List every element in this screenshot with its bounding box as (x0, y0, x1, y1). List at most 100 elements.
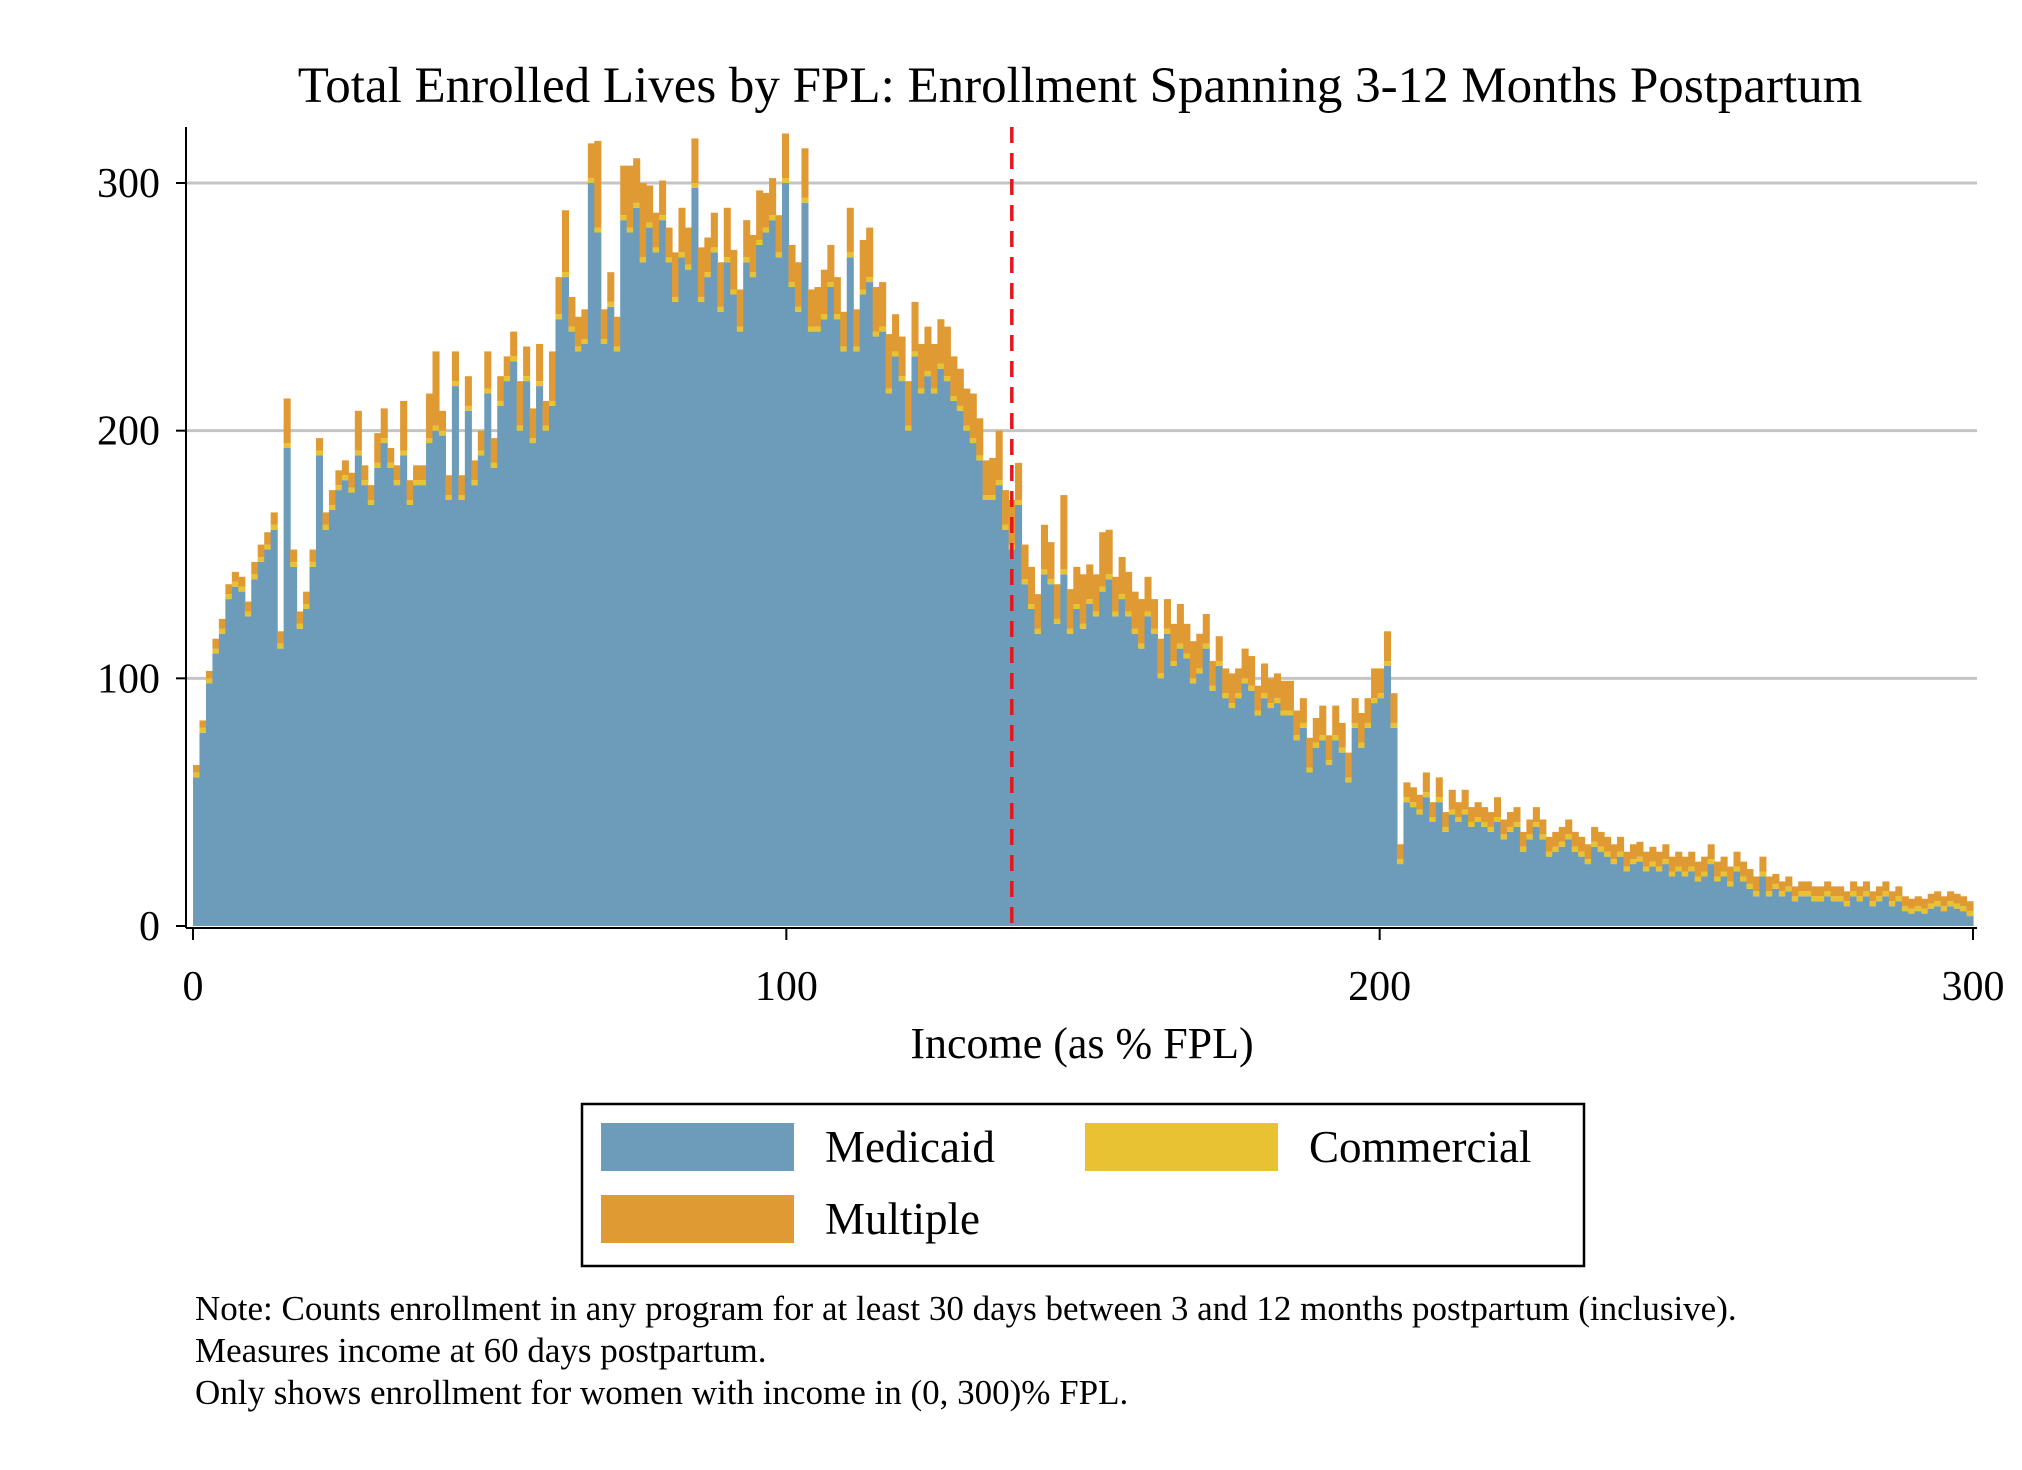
bar-multiple-127 (1015, 462, 1023, 501)
bar-medicaid-264 (1901, 911, 1909, 926)
bar-multiple-86 (749, 235, 757, 273)
bar-multiple-18 (309, 549, 317, 562)
bar-commercial-207 (1532, 821, 1540, 827)
bar-multiple-78 (697, 247, 705, 297)
bar-medicaid-252 (1824, 896, 1832, 926)
bar-medicaid-263 (1895, 901, 1903, 926)
bar-commercial-221 (1623, 866, 1631, 872)
bar-medicaid-174 (1319, 740, 1327, 926)
bar-multiple-195 (1455, 802, 1463, 818)
bar-medicaid-148 (1150, 633, 1159, 926)
bar-medicaid-245 (1778, 896, 1786, 926)
bar-commercial-230 (1681, 871, 1689, 877)
bar-medicaid-40 (451, 386, 459, 927)
bar-commercial-29 (380, 438, 388, 444)
bar-commercial-88 (762, 227, 770, 233)
bar-medicaid-241 (1752, 896, 1760, 926)
bar-commercial-17 (303, 604, 311, 609)
bar-multiple-138 (1086, 564, 1094, 600)
bar-medicaid-84 (736, 331, 744, 927)
bar-commercial-264 (1901, 906, 1909, 912)
bar-commercial-219 (1610, 859, 1618, 865)
bar-multiple-0 (193, 765, 201, 773)
bar-commercial-250 (1811, 896, 1819, 902)
bar-multiple-136 (1073, 566, 1081, 605)
bar-medicaid-78 (697, 301, 705, 926)
bar-medicaid-217 (1597, 851, 1605, 926)
bar-medicaid-253 (1830, 901, 1838, 926)
bar-multiple-261 (1882, 881, 1890, 892)
bar-multiple-133 (1053, 584, 1061, 619)
bar-medicaid-226 (1655, 871, 1663, 926)
bar-medicaid-19 (315, 455, 324, 926)
chart-note: Note: Counts enrollment in any program f… (195, 1288, 1737, 1414)
bar-medicaid-104 (866, 282, 874, 926)
bar-medicaid-2 (205, 683, 214, 926)
bar-commercial-42 (464, 405, 472, 411)
bar-medicaid-196 (1461, 814, 1469, 926)
bar-multiple-81 (717, 262, 725, 307)
bar-commercial-193 (1442, 826, 1450, 832)
bar-commercial-166 (1267, 703, 1275, 709)
bar-commercial-262 (1888, 901, 1896, 907)
bar-multiple-252 (1824, 881, 1832, 892)
bar-commercial-65 (613, 346, 621, 352)
bar-medicaid-221 (1623, 871, 1631, 926)
bar-commercial-71 (652, 247, 660, 253)
bar-medicaid-188 (1409, 807, 1417, 926)
bar-multiple-150 (1163, 599, 1171, 629)
bar-commercial-125 (1002, 524, 1010, 530)
bar-medicaid-211 (1558, 846, 1566, 926)
bar-medicaid-267 (1921, 913, 1929, 926)
bar-multiple-32 (400, 400, 408, 451)
bar-multiple-80 (710, 212, 718, 248)
bar-multiple-267 (1921, 898, 1929, 909)
bar-multiple-264 (1901, 896, 1909, 907)
bar-multiple-153 (1183, 623, 1191, 654)
bar-multiple-55 (549, 351, 557, 401)
bar-multiple-212 (1565, 819, 1573, 835)
bar-commercial-238 (1733, 866, 1741, 872)
bar-multiple-63 (600, 309, 608, 340)
bar-multiple-206 (1526, 819, 1534, 835)
bar-medicaid-105 (872, 336, 880, 926)
bar-multiple-193 (1442, 812, 1450, 827)
bar-commercial-243 (1765, 891, 1773, 897)
bar-commercial-210 (1552, 846, 1560, 852)
bar-multiple-31 (393, 465, 401, 481)
bar-multiple-116 (943, 326, 951, 377)
bar-commercial-156 (1202, 643, 1210, 649)
bar-medicaid-178 (1345, 782, 1353, 926)
bar-medicaid-192 (1435, 802, 1443, 926)
bar-multiple-45 (484, 351, 492, 389)
bar-multiple-49 (510, 331, 518, 357)
bar-medicaid-133 (1053, 623, 1061, 926)
bar-medicaid-169 (1286, 715, 1294, 926)
bar-multiple-254 (1837, 886, 1845, 897)
legend-swatch-medicaid (601, 1123, 794, 1171)
bar-multiple-37 (432, 351, 440, 426)
bar-commercial-97 (820, 314, 828, 320)
bar-commercial-160 (1228, 703, 1236, 709)
bar-commercial-171 (1299, 722, 1307, 728)
bar-commercial-198 (1474, 817, 1482, 822)
bar-medicaid-44 (477, 455, 485, 926)
bar-multiple-34 (413, 465, 421, 481)
bar-multiple-214 (1578, 836, 1586, 852)
bar-medicaid-91 (782, 183, 790, 926)
bar-multiple-187 (1403, 782, 1411, 798)
bar-commercial-225 (1649, 861, 1657, 867)
bar-multiple-190 (1422, 772, 1430, 793)
bar-medicaid-42 (464, 410, 472, 927)
bar-commercial-148 (1150, 628, 1159, 634)
bar-medicaid-232 (1694, 881, 1702, 926)
bar-commercial-46 (490, 462, 498, 468)
bar-multiple-265 (1908, 898, 1916, 909)
bar-multiple-169 (1286, 680, 1294, 711)
bar-multiple-207 (1532, 807, 1540, 822)
bar-commercial-13 (277, 643, 285, 649)
bar-commercial-248 (1798, 891, 1806, 897)
bar-medicaid-194 (1448, 814, 1456, 926)
bar-medicaid-244 (1772, 888, 1780, 926)
bar-medicaid-72 (659, 220, 667, 926)
